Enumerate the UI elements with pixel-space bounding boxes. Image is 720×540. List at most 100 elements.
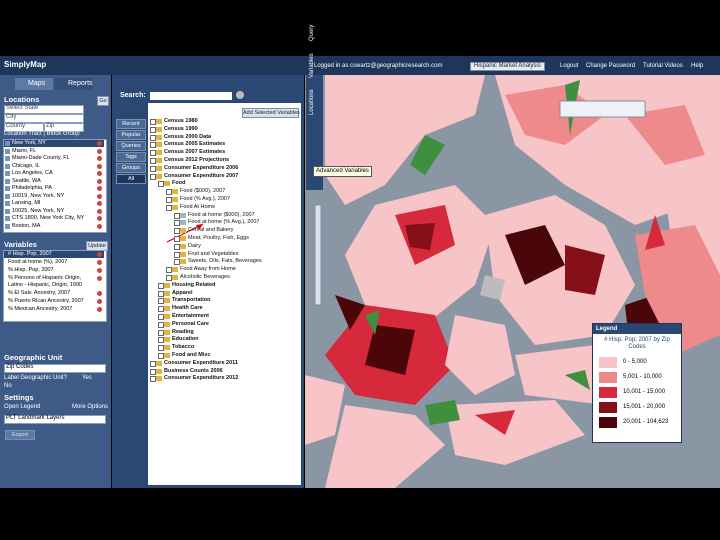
side-button[interactable]: Recent [116,119,146,129]
location-item[interactable]: Philadelphia, PA [12,185,52,191]
expander [158,337,164,344]
tree-item[interactable]: Entertainment [172,313,209,319]
header-link[interactable]: Logout [560,63,579,69]
tree-item[interactable]: Food (% Avg.), 2007 [180,196,231,202]
map-tab[interactable]: Query [309,24,315,41]
variable-item[interactable]: % Hisp. Pop, 2007 [8,267,54,273]
go-button[interactable]: Go [97,96,109,106]
location-item[interactable]: Lansing, MI [12,200,41,206]
variable-list [3,250,107,322]
tree-item[interactable]: Census 2000 Data [164,133,212,140]
expander [166,267,172,274]
tree-item[interactable]: Consumer Expenditure 2012 [164,375,239,382]
expander [174,212,180,219]
tab [15,78,53,90]
header-link[interactable]: Tutorial Videos [643,63,683,69]
side-button[interactable]: All [116,174,146,184]
location-item[interactable]: 10025, New York, NY [12,207,65,214]
variable-item[interactable]: % El Salv. Ancestry, 2007 [8,290,71,296]
expander [174,220,180,227]
tree-item[interactable]: Transportation [172,297,211,304]
location-list [3,139,107,233]
expander [150,142,156,149]
tree-box [148,103,301,485]
icon [5,163,10,169]
tree-item[interactable]: Apparel [172,289,193,296]
tree-item[interactable]: Fruit and Vegetables [188,250,239,257]
icon [5,193,10,199]
variable-item[interactable]: % Persons of Hispanic Origin, Latino - H… [8,275,82,288]
variable-item[interactable]: # Hisp. Pop, 2007 [8,251,52,257]
legend-label: 15,001 - 20,000 [623,404,666,410]
tree-item[interactable]: Food ($000), 2007 [180,188,226,195]
tree-item[interactable]: Consumer Expenditure 2006 [164,164,239,171]
icon [5,171,10,176]
tree-item[interactable]: Food Away from Home [180,266,236,273]
tab-label[interactable]: Reports [68,80,93,87]
tree-item[interactable]: Dairy [188,242,201,249]
header-link[interactable]: Help [691,63,704,69]
tree-item[interactable]: Reading [172,328,194,335]
side-button[interactable]: Groups [116,163,146,173]
location-item[interactable]: CTS 1800, New York City, NY [12,215,85,221]
tree-item[interactable]: Food [172,180,186,187]
tree-item[interactable]: Food At Home [180,203,216,210]
location-item[interactable]: 10019, New York, NY [12,192,65,199]
expander [150,158,156,164]
side-button[interactable]: Popular [116,130,146,140]
tree-item[interactable]: Food at home (% Avg.), 2007 [188,219,260,226]
map-tabs [306,75,323,190]
tree-item[interactable]: Census 2005 Estimates [164,141,226,148]
variable-item[interactable]: % Mexican Ancestry, 2007 [8,306,73,312]
location-item[interactable]: Boston, MA [12,222,41,229]
location-item[interactable]: Miami, FL [12,147,37,154]
tree-item[interactable]: Education [172,336,199,343]
tree-item[interactable]: Personal Care [172,320,209,327]
tree-item[interactable]: Food and Misc [172,352,211,358]
expander [158,353,164,359]
add-button[interactable]: Add Selected Variables [242,108,300,118]
location-item[interactable]: Chicago, IL [12,162,40,169]
side-button[interactable]: Tags [116,152,146,162]
tree-item[interactable]: Census 2007 Estimates [164,149,226,156]
no[interactable]: No [4,383,12,389]
export-button[interactable]: Export [5,430,35,440]
tree-item[interactable]: Health Care [172,305,203,312]
tree-item[interactable]: Tobacco [172,344,195,351]
tab-label[interactable]: Maps [28,80,46,87]
tree-item[interactable]: Consumer Expenditure 2011 [164,359,238,366]
selected-row [4,251,104,258]
side-button[interactable]: Queries [116,141,146,151]
tree-item[interactable]: Consumer Expenditure 2007 [164,172,239,179]
folder [156,376,162,382]
location-item[interactable]: Los Angeles, CA [12,170,53,176]
tree-item[interactable]: Census 2012 Projections [164,157,230,163]
variable-item[interactable]: % Puerto Rican Ancestry, 2007 [8,298,84,304]
tree-item[interactable]: Alcoholic Beverages [180,274,230,280]
folder [156,173,162,179]
folder [156,142,162,148]
expander [150,368,156,375]
folder [164,298,170,304]
tree-item[interactable]: Business Counts 2006 [164,367,223,374]
tree-item[interactable]: Census 1990 [164,125,198,132]
tree-item[interactable]: Meat, Poultry, Fish, Eggs [188,235,250,241]
tree-item[interactable]: Sweets, Oils, Fats, Beverages [188,258,262,265]
expander [174,228,180,235]
yes[interactable]: Yes [82,375,92,381]
location-item[interactable]: Miami-Dade County, FL [12,155,70,161]
tree-item[interactable]: Cereal and Bakery [188,227,234,234]
variable-item[interactable]: Food at home (%), 2007 [8,259,68,265]
more-options[interactable]: More Options [72,404,109,410]
remove [97,163,102,169]
remove [97,291,102,296]
map-tab[interactable]: Variables [309,53,315,78]
open-legend[interactable]: Open Legend [4,404,41,410]
location-item[interactable]: Seattle, WA [12,177,41,184]
header-link[interactable]: Change Password [586,63,636,69]
map-tab[interactable]: Locations [309,89,315,115]
tree-item[interactable]: Census 1980 [164,118,198,124]
location-item[interactable]: New York, NY [12,140,46,146]
tree-item[interactable]: Housing Related [172,281,216,288]
tree-item[interactable]: Food at home ($000), 2007 [188,211,255,218]
